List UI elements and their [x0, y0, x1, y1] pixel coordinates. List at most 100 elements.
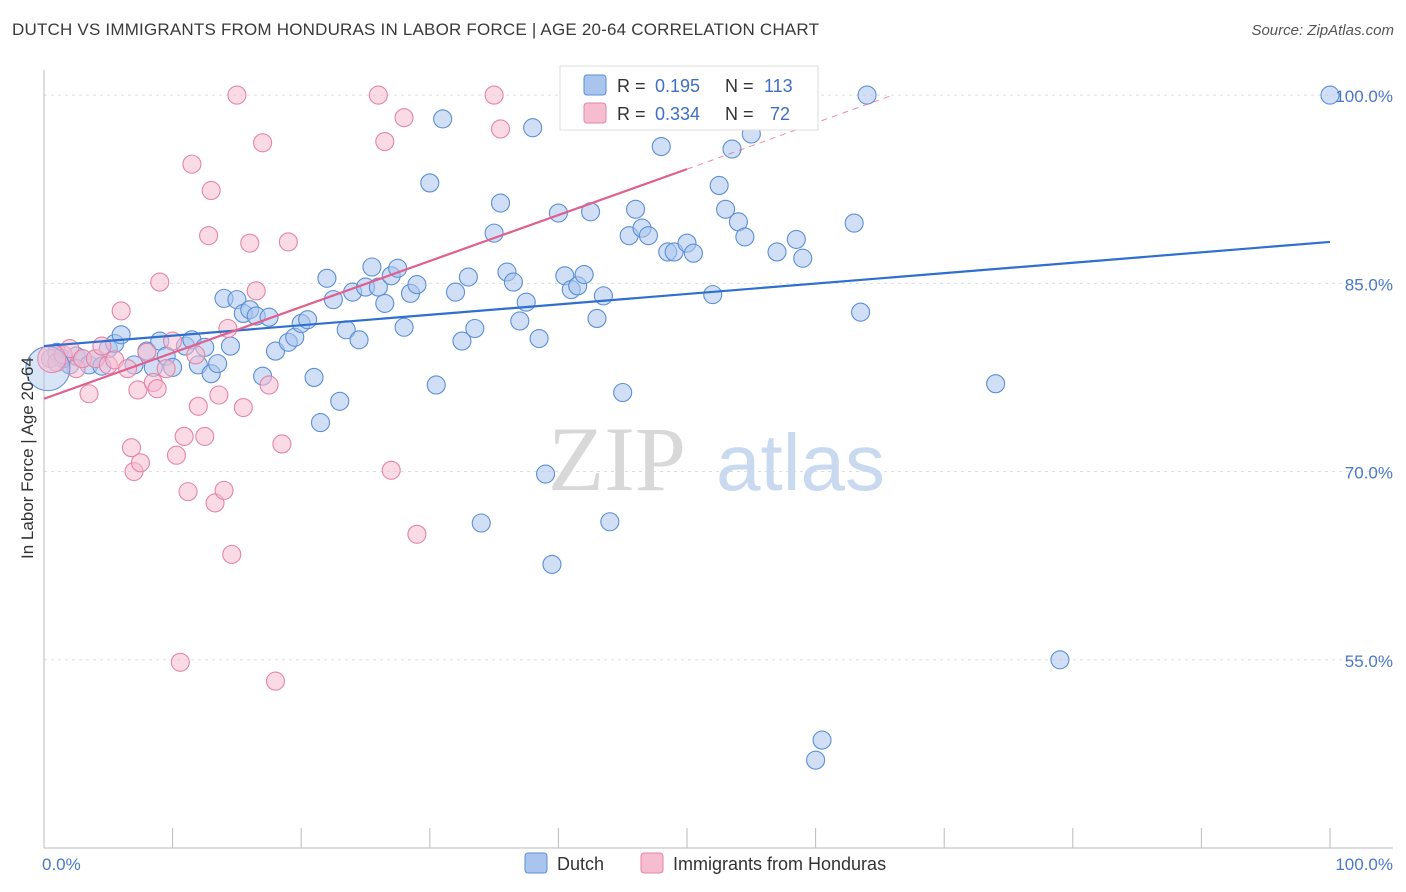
point-dutch	[368, 277, 388, 297]
point-honduras	[147, 379, 167, 399]
point-dutch	[793, 248, 813, 268]
chart-title: DUTCH VS IMMIGRANTS FROM HONDURAS IN LAB…	[12, 20, 820, 39]
bottom-legend: Dutch Immigrants from Honduras	[524, 852, 886, 874]
y-tick-label: 70.0%	[1345, 464, 1393, 483]
legend-r-label-dutch: R =	[617, 76, 646, 96]
point-dutch	[407, 275, 427, 295]
point-dutch	[445, 282, 466, 302]
point-honduras	[121, 438, 141, 458]
legend-r-label-honduras: R =	[617, 104, 646, 124]
point-honduras	[214, 480, 234, 500]
point-honduras	[128, 380, 148, 400]
point-honduras	[218, 318, 238, 339]
point-dutch	[394, 317, 414, 337]
point-honduras	[182, 154, 202, 174]
trend-line-dutch	[43, 240, 1331, 348]
legend-n-label-honduras: N =	[725, 104, 754, 124]
point-honduras	[79, 384, 99, 404]
point-dutch	[986, 374, 1006, 394]
legend-swatch-honduras	[583, 102, 607, 124]
point-dutch	[1050, 650, 1070, 670]
point-dutch	[503, 272, 523, 292]
point-honduras	[484, 85, 504, 105]
point-dutch	[458, 267, 478, 287]
point-honduras	[407, 524, 427, 544]
point-dutch	[208, 354, 228, 374]
point-honduras	[246, 281, 266, 301]
point-dutch	[786, 229, 806, 249]
point-dutch	[471, 513, 491, 533]
point-dutch	[767, 242, 787, 262]
point-dutch	[722, 139, 742, 159]
point-honduras	[209, 385, 229, 405]
point-dutch	[220, 336, 241, 356]
point-honduras	[278, 232, 298, 252]
point-dutch	[362, 257, 382, 277]
point-honduras	[178, 482, 198, 502]
point-honduras	[195, 426, 215, 446]
point-dutch	[806, 750, 826, 770]
point-dutch	[349, 330, 369, 350]
point-cluster-honduras	[37, 344, 67, 374]
trend-line-honduras-extension	[686, 94, 893, 170]
trend-lines	[43, 94, 1331, 400]
point-honduras	[186, 345, 206, 365]
point-dutch	[510, 311, 530, 331]
point-dutch	[735, 227, 755, 247]
point-dutch	[484, 223, 504, 243]
point-dutch	[626, 199, 646, 219]
x-tick-label-end: 100.0%	[1335, 855, 1393, 874]
point-honduras	[174, 426, 194, 446]
point-dutch	[600, 512, 620, 532]
point-honduras	[259, 375, 279, 395]
point-dutch	[523, 118, 543, 138]
point-dutch	[330, 391, 350, 411]
point-honduras	[394, 108, 414, 128]
watermark: ZIP atlas	[548, 408, 885, 510]
watermark-atlas: atlas	[716, 418, 885, 507]
legend-n-value-honduras: 72	[770, 104, 790, 124]
legend-n-label-dutch: N =	[725, 76, 754, 96]
legend-n-value-dutch: 113	[764, 76, 793, 96]
bottom-legend-dutch: Dutch	[557, 854, 604, 874]
point-dutch	[709, 175, 729, 195]
point-dutch	[812, 730, 832, 750]
y-tick-labels: 55.0% 70.0% 85.0% 100.0%	[1335, 87, 1393, 671]
point-dutch	[542, 554, 562, 574]
point-honduras	[253, 133, 273, 153]
point-dutch	[638, 226, 658, 246]
point-dutch	[574, 264, 594, 285]
point-honduras	[375, 131, 395, 152]
point-dutch	[844, 213, 864, 233]
top-legend: R = 0.195 N = 113 R = 0.334 N = 72	[559, 65, 819, 131]
point-dutch	[613, 382, 633, 403]
point-dutch	[587, 308, 607, 329]
bottom-legend-honduras: Immigrants from Honduras	[673, 854, 886, 874]
point-dutch	[452, 331, 472, 351]
trend-line-honduras	[43, 168, 688, 400]
point-honduras	[222, 544, 242, 564]
point-honduras	[381, 460, 401, 480]
point-dutch	[420, 173, 440, 193]
x-tick-label-start: 0.0%	[42, 855, 81, 874]
point-honduras	[130, 453, 150, 473]
watermark-zip: ZIP	[548, 408, 686, 510]
point-dutch	[433, 109, 453, 129]
point-honduras	[188, 396, 208, 416]
point-dutch	[703, 285, 723, 305]
point-honduras	[150, 272, 170, 292]
point-honduras	[166, 445, 187, 465]
point-honduras	[199, 226, 219, 246]
point-dutch	[1320, 85, 1340, 105]
y-tick-label: 100.0%	[1335, 87, 1393, 106]
point-dutch	[304, 367, 324, 387]
point-dutch	[683, 243, 703, 263]
point-honduras	[265, 671, 286, 691]
point-dutch	[426, 375, 446, 395]
point-dutch	[857, 85, 877, 105]
point-dutch	[490, 193, 511, 213]
point-dutch	[535, 464, 556, 484]
series-dutch	[47, 85, 1340, 770]
point-honduras	[111, 301, 131, 321]
